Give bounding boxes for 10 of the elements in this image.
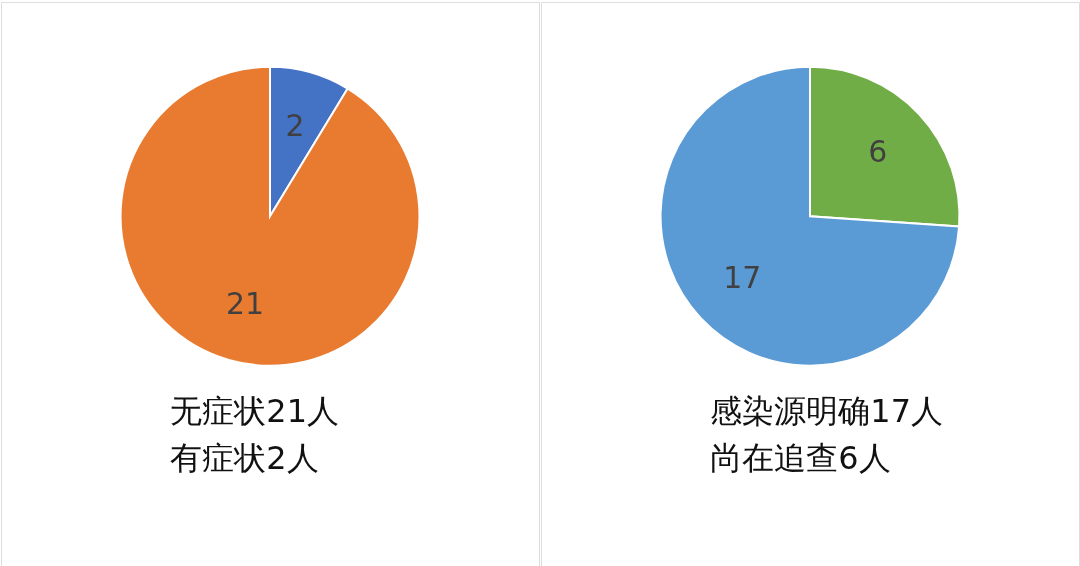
data-label: 17 bbox=[723, 260, 762, 296]
text: 尚在追查6人 bbox=[710, 439, 891, 478]
pie-slice bbox=[659, 65, 961, 367]
pie-slice bbox=[119, 65, 421, 367]
text: 有症状2人 bbox=[170, 439, 319, 478]
text: 无症状21人 bbox=[170, 392, 339, 431]
data-label: 6 bbox=[868, 133, 888, 169]
text: 感染源明确17人 bbox=[710, 392, 943, 431]
data-label: 2 bbox=[285, 108, 305, 143]
data-label: 21 bbox=[225, 286, 265, 322]
